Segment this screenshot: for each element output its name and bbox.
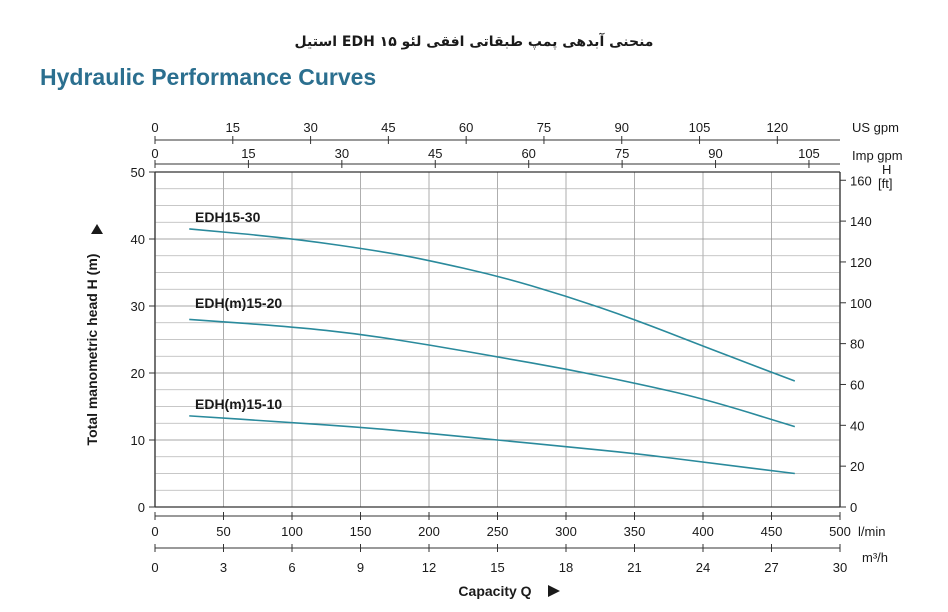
x-tick-label: 300	[555, 524, 577, 539]
us-gpm-tick-label: 75	[537, 120, 551, 135]
m3h-tick-label: 18	[559, 560, 573, 575]
imp-gpm-unit-label: Imp gpm	[852, 148, 903, 163]
x-tick-label: 100	[281, 524, 303, 539]
x-tick-label: 50	[216, 524, 230, 539]
grid	[154, 171, 841, 508]
x-tick-label: 200	[418, 524, 440, 539]
us-gpm-tick-label: 30	[303, 120, 317, 135]
series-line	[189, 415, 795, 475]
y-axis-title: Total manometric head H (m)	[84, 254, 100, 446]
x-tick-label: 350	[624, 524, 646, 539]
y-tick-label: 10	[131, 433, 145, 448]
labels: EDH15-30 EDH(m)15-20 EDH(m)15-10	[195, 209, 282, 412]
imp-gpm-tick-label: 60	[521, 146, 535, 161]
ft-tick-label: 140	[850, 214, 872, 229]
m3h-tick-label: 15	[490, 560, 504, 575]
ft-tick-label: 60	[850, 377, 864, 392]
x-tick-label: 450	[761, 524, 783, 539]
ft-tick-label: 120	[850, 255, 872, 270]
imp-gpm-tick-label: 75	[615, 146, 629, 161]
x-tick-label: 0	[151, 524, 158, 539]
us-gpm-tick-label: 15	[226, 120, 240, 135]
x-unit-label: l/min	[858, 524, 885, 539]
x-tick-label: 400	[692, 524, 714, 539]
y-tick-label: 50	[131, 165, 145, 180]
series-label: EDH(m)15-20	[195, 295, 282, 311]
ft-unit-label-2: [ft]	[878, 176, 892, 191]
ft-tick-label: 100	[850, 296, 872, 311]
ft-unit-label: H	[882, 162, 891, 177]
ft-tick-label: 80	[850, 337, 864, 352]
imp-gpm-tick-label: 45	[428, 146, 442, 161]
ft-tick-label: 0	[850, 500, 857, 515]
ft-tick-label: 40	[850, 418, 864, 433]
imp-gpm-tick-label: 105	[798, 146, 820, 161]
us-gpm-tick-label: 120	[766, 120, 788, 135]
us-gpm-tick-label: 60	[459, 120, 473, 135]
us-gpm-unit-label: US gpm	[852, 120, 899, 135]
page-title: منحنی آبدهی پمپ طبقاتی افقی لئو EDH ۱۵ ا…	[294, 34, 654, 50]
series-label: EDH(m)15-10	[195, 396, 282, 412]
m3h-tick-label: 3	[220, 560, 227, 575]
us-gpm-tick-label: 90	[615, 120, 629, 135]
imp-gpm-tick-label: 0	[151, 146, 158, 161]
us-gpm-tick-label: 105	[689, 120, 711, 135]
y-tick-label: 30	[131, 299, 145, 314]
imp-gpm-tick-label: 15	[241, 146, 255, 161]
m3h-tick-label: 30	[833, 560, 847, 575]
m3h-tick-label: 12	[422, 560, 436, 575]
m3h-unit-label: m³/h	[862, 550, 888, 565]
m3h-tick-label: 0	[151, 560, 158, 575]
ft-tick-label: 160	[850, 173, 872, 188]
m3h-tick-label: 27	[764, 560, 778, 575]
ft-tick-label: 20	[850, 459, 864, 474]
m3h-tick-label: 9	[357, 560, 364, 575]
x-axis-arrow-icon	[548, 585, 560, 597]
m3h-tick-label: 24	[696, 560, 710, 575]
x-tick-label: 150	[350, 524, 372, 539]
series-line	[189, 228, 796, 382]
imp-gpm-tick-label: 30	[335, 146, 349, 161]
chart-title: Hydraulic Performance Curves	[40, 64, 377, 90]
us-gpm-tick-label: 45	[381, 120, 395, 135]
y-axis-arrow-icon	[91, 224, 103, 234]
series-label: EDH15-30	[195, 209, 261, 225]
x-axis-title: Capacity Q	[458, 583, 531, 599]
x-tick-label: 500	[829, 524, 851, 539]
m3h-tick-label: 6	[288, 560, 295, 575]
y-tick-label: 0	[138, 500, 145, 515]
x-tick-label: 250	[487, 524, 509, 539]
imp-gpm-tick-label: 90	[708, 146, 722, 161]
curves	[189, 228, 796, 475]
y-tick-label: 20	[131, 366, 145, 381]
us-gpm-tick-label: 0	[151, 120, 158, 135]
y-tick-label: 40	[131, 232, 145, 247]
m3h-tick-label: 21	[627, 560, 641, 575]
